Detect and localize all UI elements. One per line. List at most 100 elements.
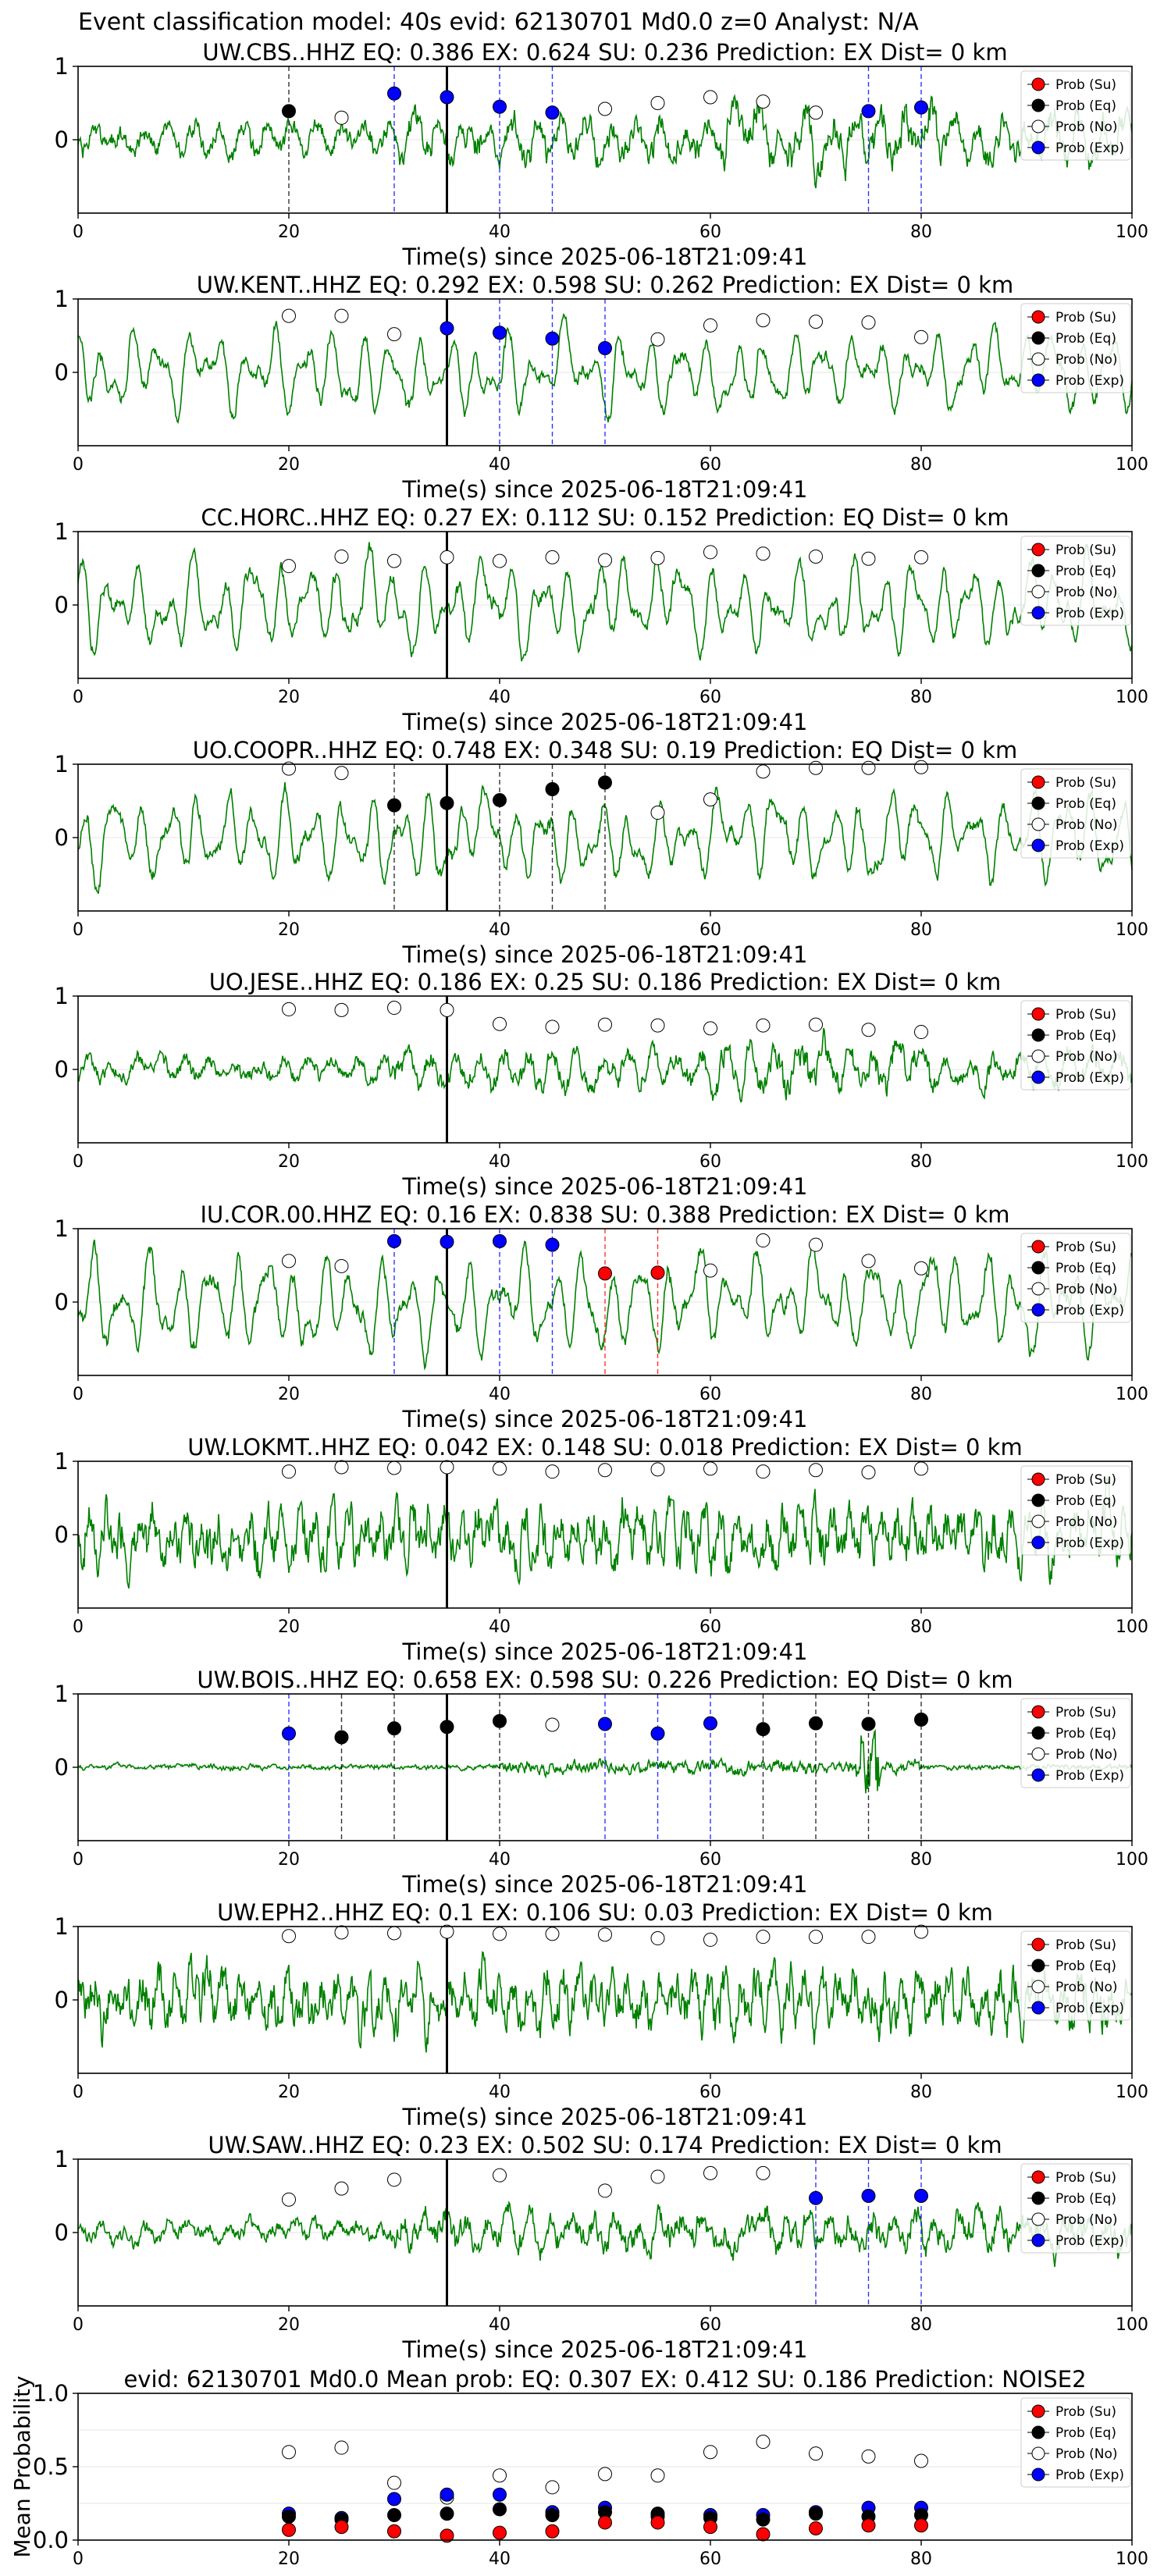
- prob-marker-no: [282, 761, 296, 776]
- y-tick-label: 0: [55, 126, 69, 153]
- mean-prob-marker-no: [650, 2468, 665, 2483]
- mean-prob-marker-no: [861, 2449, 876, 2464]
- mean-prob-marker-exp: [440, 2487, 454, 2502]
- prob-marker-exp: [545, 105, 560, 120]
- x-tick-label: 20: [278, 2549, 300, 2569]
- prob-marker-no: [334, 1002, 349, 1017]
- y-tick-label: 0: [55, 359, 69, 386]
- legend-marker-eq: [1031, 2191, 1045, 2205]
- legend-marker-exp: [1031, 838, 1045, 852]
- prob-marker-no: [598, 1017, 612, 1032]
- legend-label: Prob (Su): [1055, 2170, 1116, 2186]
- panel-10: UW.SAW..HHZ EQ: 0.23 EX: 0.502 SU: 0.174…: [55, 2132, 1148, 2363]
- prob-marker-no: [756, 1233, 771, 1248]
- prob-marker-no: [703, 792, 717, 807]
- x-tick-label: 60: [699, 1152, 721, 1172]
- legend-marker-su: [1031, 543, 1045, 557]
- prob-marker-su: [598, 1266, 612, 1281]
- panel-title: UW.BOIS..HHZ EQ: 0.658 EX: 0.598 SU: 0.2…: [197, 1667, 1013, 1693]
- legend-label: Prob (Exp): [1055, 838, 1124, 854]
- legend-marker-exp: [1031, 2001, 1045, 2015]
- x-tick-label: 20: [278, 2083, 300, 2102]
- legend: Prob (Su) Prob (Eq) Prob (No) Prob (Exp): [1020, 1930, 1131, 2021]
- legend-marker-no: [1031, 817, 1045, 831]
- x-tick-label: 0: [73, 1850, 84, 1870]
- legend: Prob (Su) Prob (Eq) Prob (No) Prob (Exp): [1020, 2163, 1131, 2254]
- legend-marker-no: [1031, 1514, 1045, 1528]
- mean-prob-marker-eq: [387, 2508, 401, 2523]
- legend-label: Prob (Eq): [1055, 2425, 1116, 2441]
- prob-marker-exp: [440, 1234, 454, 1249]
- x-tick-label: 40: [489, 1617, 511, 1637]
- x-tick-label: 0: [73, 2549, 84, 2569]
- legend-label: Prob (No): [1055, 2446, 1118, 2462]
- legend-marker-no: [1031, 1747, 1045, 1761]
- panel-9: UW.EPH2..HHZ EQ: 0.1 EX: 0.106 SU: 0.03 …: [55, 1899, 1148, 2130]
- prob-marker-exp: [493, 326, 507, 340]
- y-tick-label: 0: [55, 824, 69, 851]
- prob-marker-no: [282, 1002, 296, 1016]
- legend-marker-eq: [1031, 331, 1045, 345]
- prob-marker-no: [914, 550, 928, 564]
- legend-label: Prob (No): [1055, 1747, 1118, 1763]
- waveform-trace: [77, 1728, 1133, 1794]
- prob-marker-no: [282, 2192, 296, 2207]
- legend-label: Prob (Exp): [1055, 373, 1124, 389]
- x-tick-label: 40: [489, 920, 511, 940]
- prob-marker-no: [703, 545, 717, 560]
- prob-marker-exp: [861, 104, 876, 119]
- prob-marker-no: [334, 549, 349, 564]
- legend-marker-exp: [1031, 2233, 1045, 2247]
- prob-marker-no: [493, 2168, 507, 2183]
- legend-label: Prob (No): [1055, 1049, 1118, 1065]
- legend-marker-no: [1031, 585, 1045, 599]
- legend-label: Prob (Exp): [1055, 2233, 1124, 2249]
- prob-marker-no: [914, 1025, 928, 1040]
- mean-prob-marker-exp: [387, 2492, 401, 2507]
- mean-prob-marker-su: [914, 2518, 928, 2533]
- mean-prob-marker-no: [703, 2445, 717, 2460]
- prob-marker-eq: [809, 1716, 823, 1731]
- x-tick-label: 80: [910, 222, 932, 242]
- x-tick-label: 60: [699, 1385, 721, 1404]
- prob-marker-no: [703, 318, 717, 333]
- legend-label: Prob (Exp): [1055, 1070, 1124, 1086]
- prob-marker-no: [493, 553, 507, 568]
- legend-label: Prob (Exp): [1055, 606, 1124, 621]
- prob-marker-no: [703, 2165, 717, 2180]
- waveform-trace: [77, 1951, 1133, 2053]
- prob-marker-no: [387, 327, 401, 342]
- prob-marker-no: [861, 1465, 876, 1480]
- legend-label: Prob (Exp): [1055, 1768, 1124, 1784]
- prob-marker-no: [914, 1261, 928, 1276]
- prob-marker-no: [334, 2181, 349, 2196]
- x-tick-label: 0: [73, 1617, 84, 1637]
- mean-prob-marker-no: [756, 2435, 771, 2450]
- x-axis-label: Time(s) since 2025-06-18T21:09:41: [402, 941, 808, 968]
- x-tick-label: 40: [489, 1850, 511, 1870]
- legend-box: [1020, 1233, 1131, 1323]
- prob-marker-no: [914, 329, 928, 344]
- prob-marker-no: [334, 1925, 349, 1940]
- x-tick-label: 80: [910, 2315, 932, 2335]
- prob-marker-no: [756, 1464, 771, 1479]
- x-tick-label: 100: [1116, 2315, 1148, 2335]
- prob-marker-exp: [545, 331, 560, 346]
- x-axis-label: Time(s) since 2025-06-18T21:09:41: [402, 244, 808, 270]
- waveform-trace: [77, 542, 1133, 662]
- prob-marker-no: [703, 90, 717, 105]
- x-tick-label: 20: [278, 1385, 300, 1404]
- prob-marker-eq: [756, 1722, 771, 1737]
- prob-marker-no: [861, 760, 876, 775]
- prob-marker-no: [282, 1254, 296, 1268]
- x-axis-label: Time(s) since 2025-06-18T21:09:41: [402, 709, 808, 735]
- waveform-trace: [77, 93, 1133, 189]
- prob-marker-no: [334, 1460, 349, 1475]
- x-axis-label: Time(s) since 2025-06-18T21:09:41: [402, 1406, 808, 1432]
- legend-label: Prob (Su): [1055, 543, 1116, 558]
- y-tick-label: 1: [55, 1913, 69, 1940]
- x-tick-label: 100: [1116, 1152, 1148, 1172]
- prob-marker-no: [756, 2165, 771, 2180]
- panel-2: UW.KENT..HHZ EQ: 0.292 EX: 0.598 SU: 0.2…: [55, 272, 1148, 503]
- x-tick-label: 40: [489, 2315, 511, 2335]
